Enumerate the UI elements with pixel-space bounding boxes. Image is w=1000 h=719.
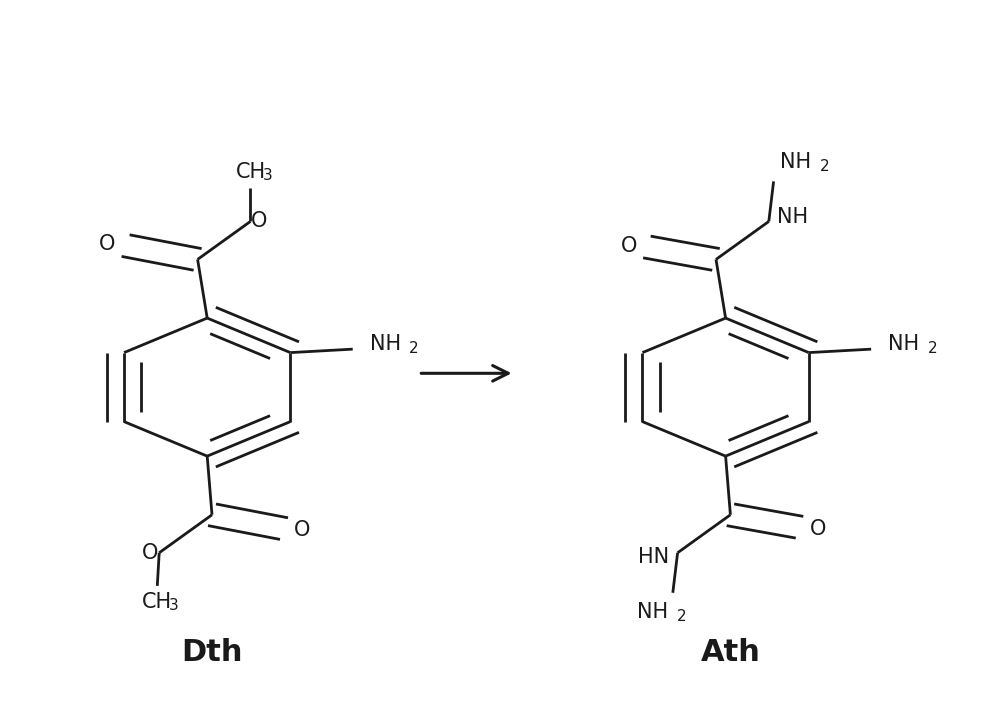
Text: CH: CH: [236, 162, 266, 183]
Text: NH: NH: [777, 207, 808, 227]
Text: CH: CH: [142, 592, 172, 613]
Text: 3: 3: [263, 168, 273, 183]
Text: NH: NH: [637, 602, 668, 622]
Text: NH: NH: [370, 334, 401, 354]
Text: Ath: Ath: [700, 638, 760, 667]
Text: O: O: [810, 518, 826, 539]
Text: O: O: [142, 544, 159, 564]
Text: NH: NH: [780, 152, 811, 172]
Text: 3: 3: [169, 598, 178, 613]
Text: O: O: [251, 211, 267, 231]
Text: 2: 2: [928, 341, 937, 356]
Text: 2: 2: [409, 341, 419, 356]
Text: HN: HN: [638, 547, 669, 567]
Text: O: O: [620, 236, 637, 256]
Text: O: O: [294, 520, 310, 540]
Text: 2: 2: [677, 609, 686, 624]
Text: 2: 2: [820, 160, 829, 175]
Text: O: O: [99, 234, 116, 255]
Text: NH: NH: [888, 334, 919, 354]
Text: Dth: Dth: [181, 638, 243, 667]
